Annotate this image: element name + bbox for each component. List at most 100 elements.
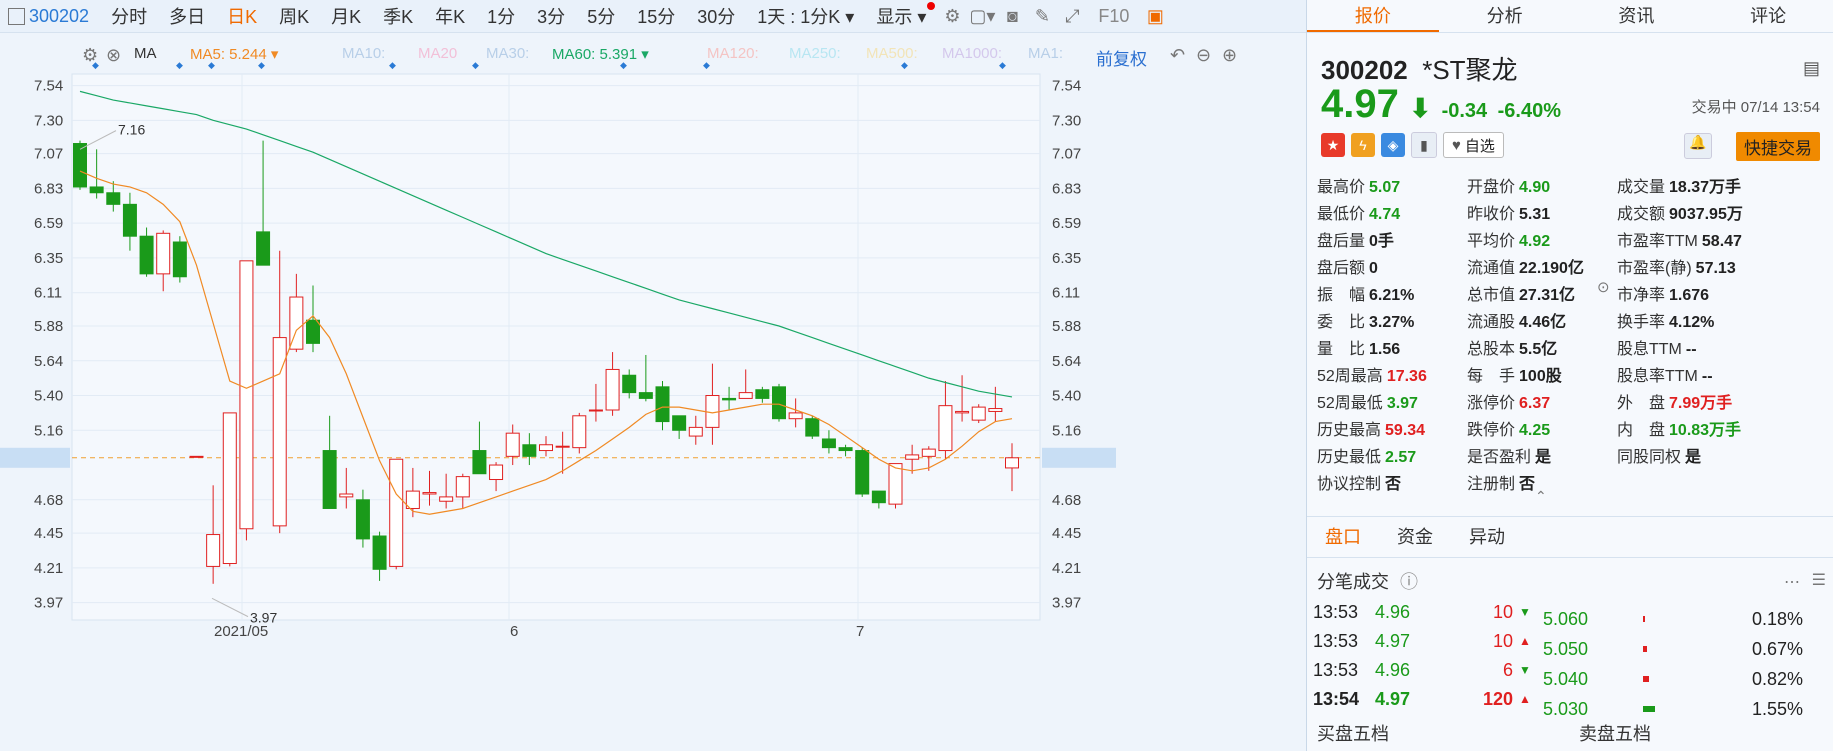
ma-label[interactable]: MA: [134, 45, 157, 62]
collapse-up-icon[interactable]: ⌃: [1535, 488, 1547, 504]
stat-label: 最高价: [1317, 179, 1366, 196]
panel-toggle-icon[interactable]: ▣: [1146, 5, 1164, 26]
period-tab[interactable]: 季K: [383, 7, 414, 27]
candle-body: [921, 448, 936, 457]
ma10-label[interactable]: MA10:: [342, 45, 386, 62]
kline-chart[interactable]: 7.54 7.54 7.30 7.30 7.07 7.07 6.83 6.83 6.59 6.59…: [0, 60, 1306, 724]
period-select[interactable]: 1天 : 1分K ▾: [757, 7, 855, 27]
detail-tab[interactable]: 异动: [1469, 527, 1505, 547]
ma-settings-gear-icon[interactable]: ⚙: [82, 45, 99, 65]
period-tab[interactable]: 多日: [169, 7, 206, 27]
panel-tab[interactable]: 报价: [1307, 0, 1439, 32]
depth-row: 5.040 0.82%: [1543, 664, 1823, 694]
stat-label: 市盈率(静): [1617, 260, 1692, 277]
period-tab[interactable]: 15分: [637, 7, 676, 27]
depth-pct: 0.18%: [1751, 609, 1803, 629]
period-tab[interactable]: 5分: [587, 7, 616, 27]
stat-label: 总市值: [1467, 287, 1516, 304]
ma1000-label[interactable]: MA1000:: [942, 45, 1003, 62]
candle-body: [439, 496, 454, 502]
stat-label: 涨停价: [1467, 395, 1516, 412]
buy5-label[interactable]: 买盘五档: [1317, 724, 1389, 744]
price-row: 4.97 ⬇ -0.34 -6.40%: [1321, 82, 1561, 127]
ma120-label[interactable]: MA120:: [707, 45, 759, 62]
more-dots-icon[interactable]: ⊙: [1597, 279, 1610, 296]
fullscreen-icon[interactable]: ⤢: [1065, 5, 1080, 26]
undo-icon[interactable]: ↶: [1170, 45, 1186, 65]
stat-label: 振 幅: [1317, 287, 1366, 304]
stat-label: 外 盘: [1617, 395, 1666, 412]
depth-bar: [1643, 706, 1655, 712]
candle-body: [755, 389, 770, 399]
y-tick-label-left: 7.30: [34, 112, 63, 129]
lightning-icon[interactable]: ϟ: [1351, 133, 1375, 157]
help-icon[interactable]: ⓘ: [1400, 572, 1419, 592]
china-flag-icon[interactable]: ★: [1321, 133, 1345, 157]
panel-tab[interactable]: 分析: [1486, 6, 1523, 26]
period-tab[interactable]: 日K: [227, 7, 258, 27]
tag-icon[interactable]: ◈: [1381, 133, 1405, 157]
bookmark-icon[interactable]: ▮: [1411, 132, 1437, 158]
period-tab[interactable]: 年K: [435, 7, 466, 27]
zoom-out-icon[interactable]: ⊖: [1196, 45, 1212, 65]
candle-body: [838, 447, 853, 452]
y-tick-label-right: 6.59: [1052, 215, 1081, 232]
stat-row: 股息率TTM --: [1617, 363, 1743, 390]
stat-value: 5.31: [1519, 206, 1551, 223]
y-tick-label-right: 7.54: [1052, 78, 1081, 95]
bell-icon[interactable]: 🔔: [1684, 133, 1712, 159]
stock-code[interactable]: 300202: [29, 5, 90, 26]
stat-value: --: [1685, 341, 1697, 358]
settings-gear-icon[interactable]: ⚙: [944, 5, 961, 26]
period-tab[interactable]: 30分: [697, 7, 736, 27]
camera-icon[interactable]: ◙: [1006, 5, 1018, 26]
period-tab[interactable]: 3分: [537, 7, 566, 27]
ma500-label[interactable]: MA500:: [866, 45, 918, 62]
y-tick-label-right: 5.64: [1052, 353, 1081, 370]
display-menu[interactable]: 显示 ▾: [876, 7, 927, 27]
ma20-label[interactable]: MA20: [418, 45, 458, 62]
y-tick-label-left: 5.64: [34, 353, 63, 370]
stat-value: 4.46亿: [1519, 314, 1567, 331]
sell5-label[interactable]: 卖盘五档: [1579, 724, 1651, 744]
adjust-mode-button[interactable]: 前复权: [1096, 50, 1147, 69]
y-tick-label-right: 4.21: [1052, 560, 1081, 577]
period-toolbar: 300202 分时 多日 日K 周K 月K 季K 年K 1分 3分 5分 15分 30分 1天 : 1…: [0, 0, 1306, 33]
f10-button[interactable]: F10: [1098, 5, 1130, 26]
ma5-value[interactable]: MA5: 5.244 ▾: [190, 46, 279, 63]
more-options-icon[interactable]: ⋯: [1784, 574, 1800, 591]
stat-row: 平均价 4.92: [1467, 228, 1584, 255]
zoom-in-icon[interactable]: ⊕: [1222, 45, 1238, 65]
panel-tab[interactable]: 资讯: [1618, 6, 1655, 26]
y-tick-label-left: 6.83: [34, 180, 63, 197]
ma-close-icon[interactable]: ⊗: [106, 45, 122, 65]
period-tab[interactable]: 1分: [487, 7, 516, 27]
period-tab[interactable]: 月K: [331, 7, 362, 27]
detail-tab[interactable]: 盘口: [1325, 527, 1361, 547]
detail-tab[interactable]: 资金: [1397, 527, 1433, 547]
price-change: -0.34: [1441, 100, 1488, 122]
period-tab[interactable]: 周K: [279, 7, 310, 27]
tick-volume: 6: [1502, 660, 1513, 680]
ma1-label[interactable]: MA1:: [1028, 45, 1064, 62]
sidebar-toggle-icon[interactable]: [8, 7, 25, 25]
ma60-value[interactable]: MA60: 5.391 ▾: [552, 46, 649, 63]
list-icon[interactable]: ▤: [1802, 58, 1820, 78]
ma30-label[interactable]: MA30:: [486, 45, 530, 62]
add-favorite-button[interactable]: ♥ 自选: [1443, 132, 1504, 158]
depth-price: 5.040: [1543, 669, 1589, 689]
layout-square-icon[interactable]: ▢▾: [969, 5, 996, 26]
list-view-icon[interactable]: ☰: [1811, 572, 1826, 589]
period-tab[interactable]: 分时: [111, 7, 148, 27]
candle-body: [588, 409, 603, 412]
stat-value: 27.31亿: [1519, 287, 1576, 304]
ma250-label[interactable]: MA250:: [789, 45, 841, 62]
panel-tab[interactable]: 评论: [1750, 6, 1787, 26]
pen-draw-icon[interactable]: ✎: [1034, 5, 1050, 26]
candle-body: [555, 445, 570, 448]
stat-value: 1.56: [1369, 341, 1401, 358]
candle-body: [306, 319, 320, 344]
quick-trade-button[interactable]: 快捷交易: [1736, 132, 1820, 161]
candle-body: [655, 386, 670, 423]
event-marker: ◆: [208, 60, 215, 70]
